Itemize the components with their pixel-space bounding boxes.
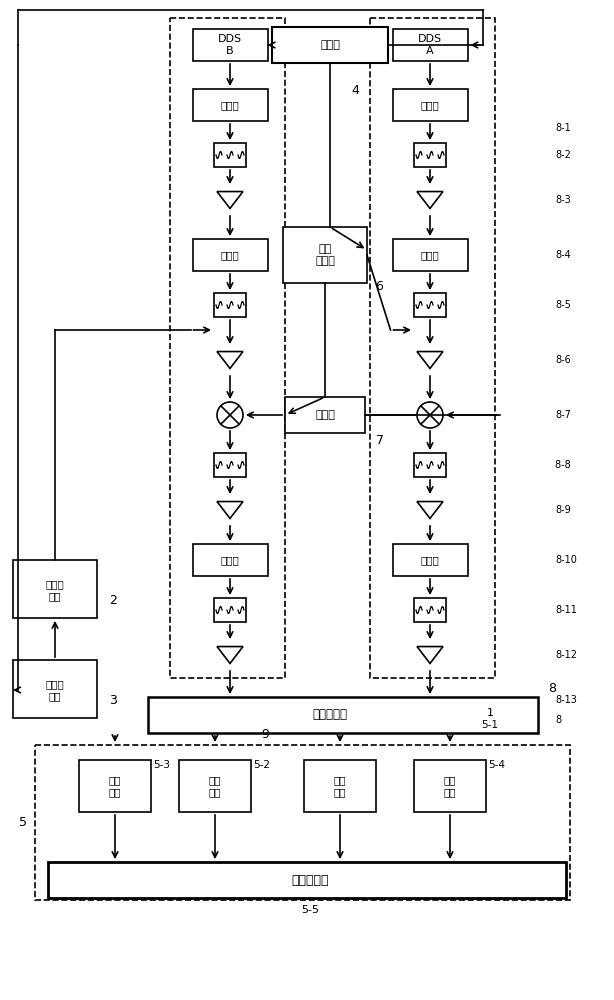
Text: 8: 8 <box>555 715 561 725</box>
FancyBboxPatch shape <box>392 89 467 121</box>
Text: 功放
大器: 功放 大器 <box>444 775 456 797</box>
FancyBboxPatch shape <box>13 560 97 618</box>
Text: 5-3: 5-3 <box>153 760 170 770</box>
FancyBboxPatch shape <box>193 239 268 271</box>
Text: 5: 5 <box>19 816 27 829</box>
Text: 相位控
制器: 相位控 制器 <box>45 679 64 701</box>
FancyBboxPatch shape <box>214 453 246 477</box>
Text: 8-10: 8-10 <box>555 555 577 565</box>
Text: 5-5: 5-5 <box>301 905 319 915</box>
Text: 放大器: 放大器 <box>220 250 239 260</box>
Text: 放大器: 放大器 <box>220 100 239 110</box>
Text: 1: 1 <box>486 708 494 718</box>
Text: 上变频: 上变频 <box>315 410 335 420</box>
FancyBboxPatch shape <box>193 29 268 61</box>
FancyBboxPatch shape <box>13 660 97 718</box>
Text: 4: 4 <box>351 84 359 97</box>
FancyBboxPatch shape <box>414 598 446 622</box>
FancyBboxPatch shape <box>179 760 251 812</box>
FancyBboxPatch shape <box>285 397 365 433</box>
FancyBboxPatch shape <box>48 862 566 898</box>
FancyBboxPatch shape <box>414 453 446 477</box>
FancyBboxPatch shape <box>304 760 376 812</box>
Text: 放大器: 放大器 <box>421 250 440 260</box>
FancyBboxPatch shape <box>272 27 388 63</box>
Text: 8: 8 <box>548 682 556 694</box>
FancyBboxPatch shape <box>214 293 246 317</box>
Text: 功放
大器: 功放 大器 <box>209 775 221 797</box>
Text: DDS
B: DDS B <box>218 34 242 56</box>
Text: 5-1: 5-1 <box>481 720 499 730</box>
Text: 8-13: 8-13 <box>555 695 577 705</box>
FancyBboxPatch shape <box>283 227 367 283</box>
Text: 7: 7 <box>376 434 384 446</box>
Text: DDS
A: DDS A <box>418 34 442 56</box>
Text: 放大器: 放大器 <box>421 100 440 110</box>
Text: 8-12: 8-12 <box>555 650 577 660</box>
Text: 8-1: 8-1 <box>555 123 571 133</box>
Text: 5-4: 5-4 <box>488 760 505 770</box>
FancyBboxPatch shape <box>214 598 246 622</box>
Text: 放大器: 放大器 <box>220 555 239 565</box>
FancyBboxPatch shape <box>392 29 467 61</box>
Text: 功放
大器: 功放 大器 <box>109 775 121 797</box>
Text: 放大器: 放大器 <box>421 555 440 565</box>
FancyBboxPatch shape <box>392 239 467 271</box>
Text: 8-5: 8-5 <box>555 300 571 310</box>
Text: 2: 2 <box>109 593 117 606</box>
Text: 8-9: 8-9 <box>555 505 571 515</box>
FancyBboxPatch shape <box>414 143 446 167</box>
Text: 6: 6 <box>375 280 383 294</box>
FancyBboxPatch shape <box>414 293 446 317</box>
Text: 控制器: 控制器 <box>320 40 340 50</box>
Text: 8-8: 8-8 <box>555 460 580 470</box>
FancyBboxPatch shape <box>193 544 268 576</box>
Text: 频率
合成器: 频率 合成器 <box>315 244 335 266</box>
FancyBboxPatch shape <box>193 89 268 121</box>
FancyBboxPatch shape <box>414 760 486 812</box>
Text: 8-2: 8-2 <box>555 150 571 160</box>
Text: 5-2: 5-2 <box>253 760 270 770</box>
Text: 9: 9 <box>261 728 269 742</box>
Text: 功率合成器: 功率合成器 <box>291 874 328 886</box>
Text: 功率分配器: 功率分配器 <box>313 708 348 722</box>
Text: 3: 3 <box>109 694 117 706</box>
Text: 8-7: 8-7 <box>555 410 571 420</box>
Text: 相位监
测器: 相位监 测器 <box>45 579 64 601</box>
Text: 8-3: 8-3 <box>555 195 571 205</box>
Text: 8-6: 8-6 <box>555 355 571 365</box>
Text: 功放
大器: 功放 大器 <box>334 775 346 797</box>
FancyBboxPatch shape <box>148 697 538 733</box>
Text: 8-4: 8-4 <box>555 250 571 260</box>
FancyBboxPatch shape <box>79 760 151 812</box>
FancyBboxPatch shape <box>214 143 246 167</box>
FancyBboxPatch shape <box>392 544 467 576</box>
Text: 8-11: 8-11 <box>555 605 577 615</box>
